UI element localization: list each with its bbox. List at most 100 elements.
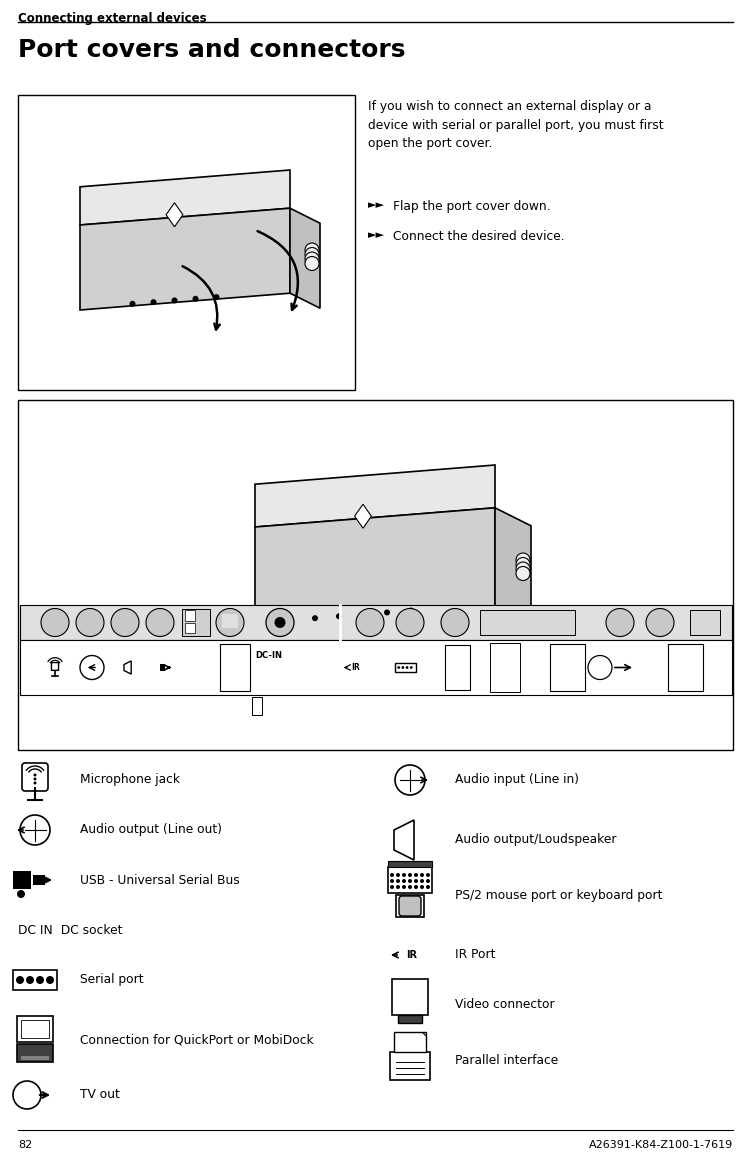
Bar [21,1056,49,1060]
Circle shape [305,256,319,270]
Text: ►►: ►► [368,200,385,210]
Text: If you wish to connect an external display or a
device with serial or parallel p: If you wish to connect an external displ… [368,100,664,150]
Bar [388,860,432,867]
Bar [394,663,415,672]
Circle shape [397,666,400,669]
Bar [20,640,732,695]
Circle shape [390,873,394,877]
Bar [167,665,170,669]
Circle shape [34,782,37,784]
Circle shape [414,879,418,884]
Circle shape [305,243,319,258]
Circle shape [34,774,37,776]
FancyBboxPatch shape [22,763,48,791]
Circle shape [171,298,177,304]
Circle shape [426,873,430,877]
Polygon shape [290,208,320,308]
Circle shape [408,873,412,877]
Circle shape [41,609,69,636]
Bar [185,623,195,633]
Circle shape [402,885,406,889]
Polygon shape [422,1033,426,1036]
Circle shape [414,873,418,877]
Circle shape [420,885,424,889]
Bar [392,979,428,1015]
Bar [17,1044,53,1061]
Text: Parallel interface: Parallel interface [455,1053,558,1066]
Circle shape [390,885,394,889]
Circle shape [20,815,50,845]
Bar [222,613,238,627]
Text: A26391-K84-Z100-1-7619: A26391-K84-Z100-1-7619 [589,1140,733,1150]
Circle shape [390,879,394,884]
Text: DC IN  DC socket: DC IN DC socket [18,924,122,937]
Text: IR: IR [351,663,360,672]
Circle shape [305,247,319,261]
Bar [160,664,165,671]
Polygon shape [394,820,414,860]
Bar [480,610,575,635]
Bar [550,644,585,691]
Circle shape [129,300,135,307]
Bar [390,1052,430,1080]
Circle shape [13,1081,41,1109]
Bar [21,1020,49,1038]
Circle shape [26,976,34,984]
Circle shape [216,609,244,636]
Bar [182,609,210,636]
Circle shape [312,616,318,621]
Bar [445,644,470,690]
Circle shape [420,879,424,884]
Circle shape [213,295,219,300]
Circle shape [396,609,424,636]
Circle shape [426,879,430,884]
Text: IR Port: IR Port [455,948,496,961]
Circle shape [414,885,418,889]
Circle shape [395,765,425,795]
Circle shape [275,618,285,627]
Circle shape [192,296,198,301]
Bar [33,875,45,885]
Circle shape [402,666,404,669]
Circle shape [16,976,24,984]
Circle shape [396,885,400,889]
Polygon shape [495,508,531,624]
Circle shape [384,610,390,616]
Polygon shape [255,465,495,527]
Circle shape [441,609,469,636]
Text: USB - Universal Serial Bus: USB - Universal Serial Bus [80,873,240,887]
Circle shape [420,873,424,877]
Circle shape [266,609,294,636]
Polygon shape [80,170,290,225]
Text: 82: 82 [18,1140,32,1150]
Polygon shape [354,505,372,528]
Circle shape [396,879,400,884]
Bar [185,610,195,620]
Circle shape [17,891,25,897]
Circle shape [402,879,406,884]
Bar [13,871,31,889]
Bar [17,1016,53,1042]
Bar [394,1033,426,1052]
Circle shape [336,613,342,619]
Text: DC-IN: DC-IN [255,650,282,660]
Circle shape [516,562,530,576]
Circle shape [606,609,634,636]
Text: Video connector: Video connector [455,999,555,1012]
Bar [388,867,432,893]
Circle shape [516,553,530,567]
Polygon shape [124,661,131,675]
Circle shape [408,885,412,889]
Text: IR: IR [406,951,418,960]
Circle shape [76,609,104,636]
Text: Audio output (Line out): Audio output (Line out) [80,824,222,836]
Circle shape [80,656,104,679]
Circle shape [646,609,674,636]
Circle shape [408,879,412,884]
Circle shape [46,976,54,984]
Bar [220,644,250,691]
FancyBboxPatch shape [52,663,59,670]
Text: PS/2 mouse port or keyboard port: PS/2 mouse port or keyboard port [455,888,662,902]
Bar [490,643,520,692]
Circle shape [396,873,400,877]
